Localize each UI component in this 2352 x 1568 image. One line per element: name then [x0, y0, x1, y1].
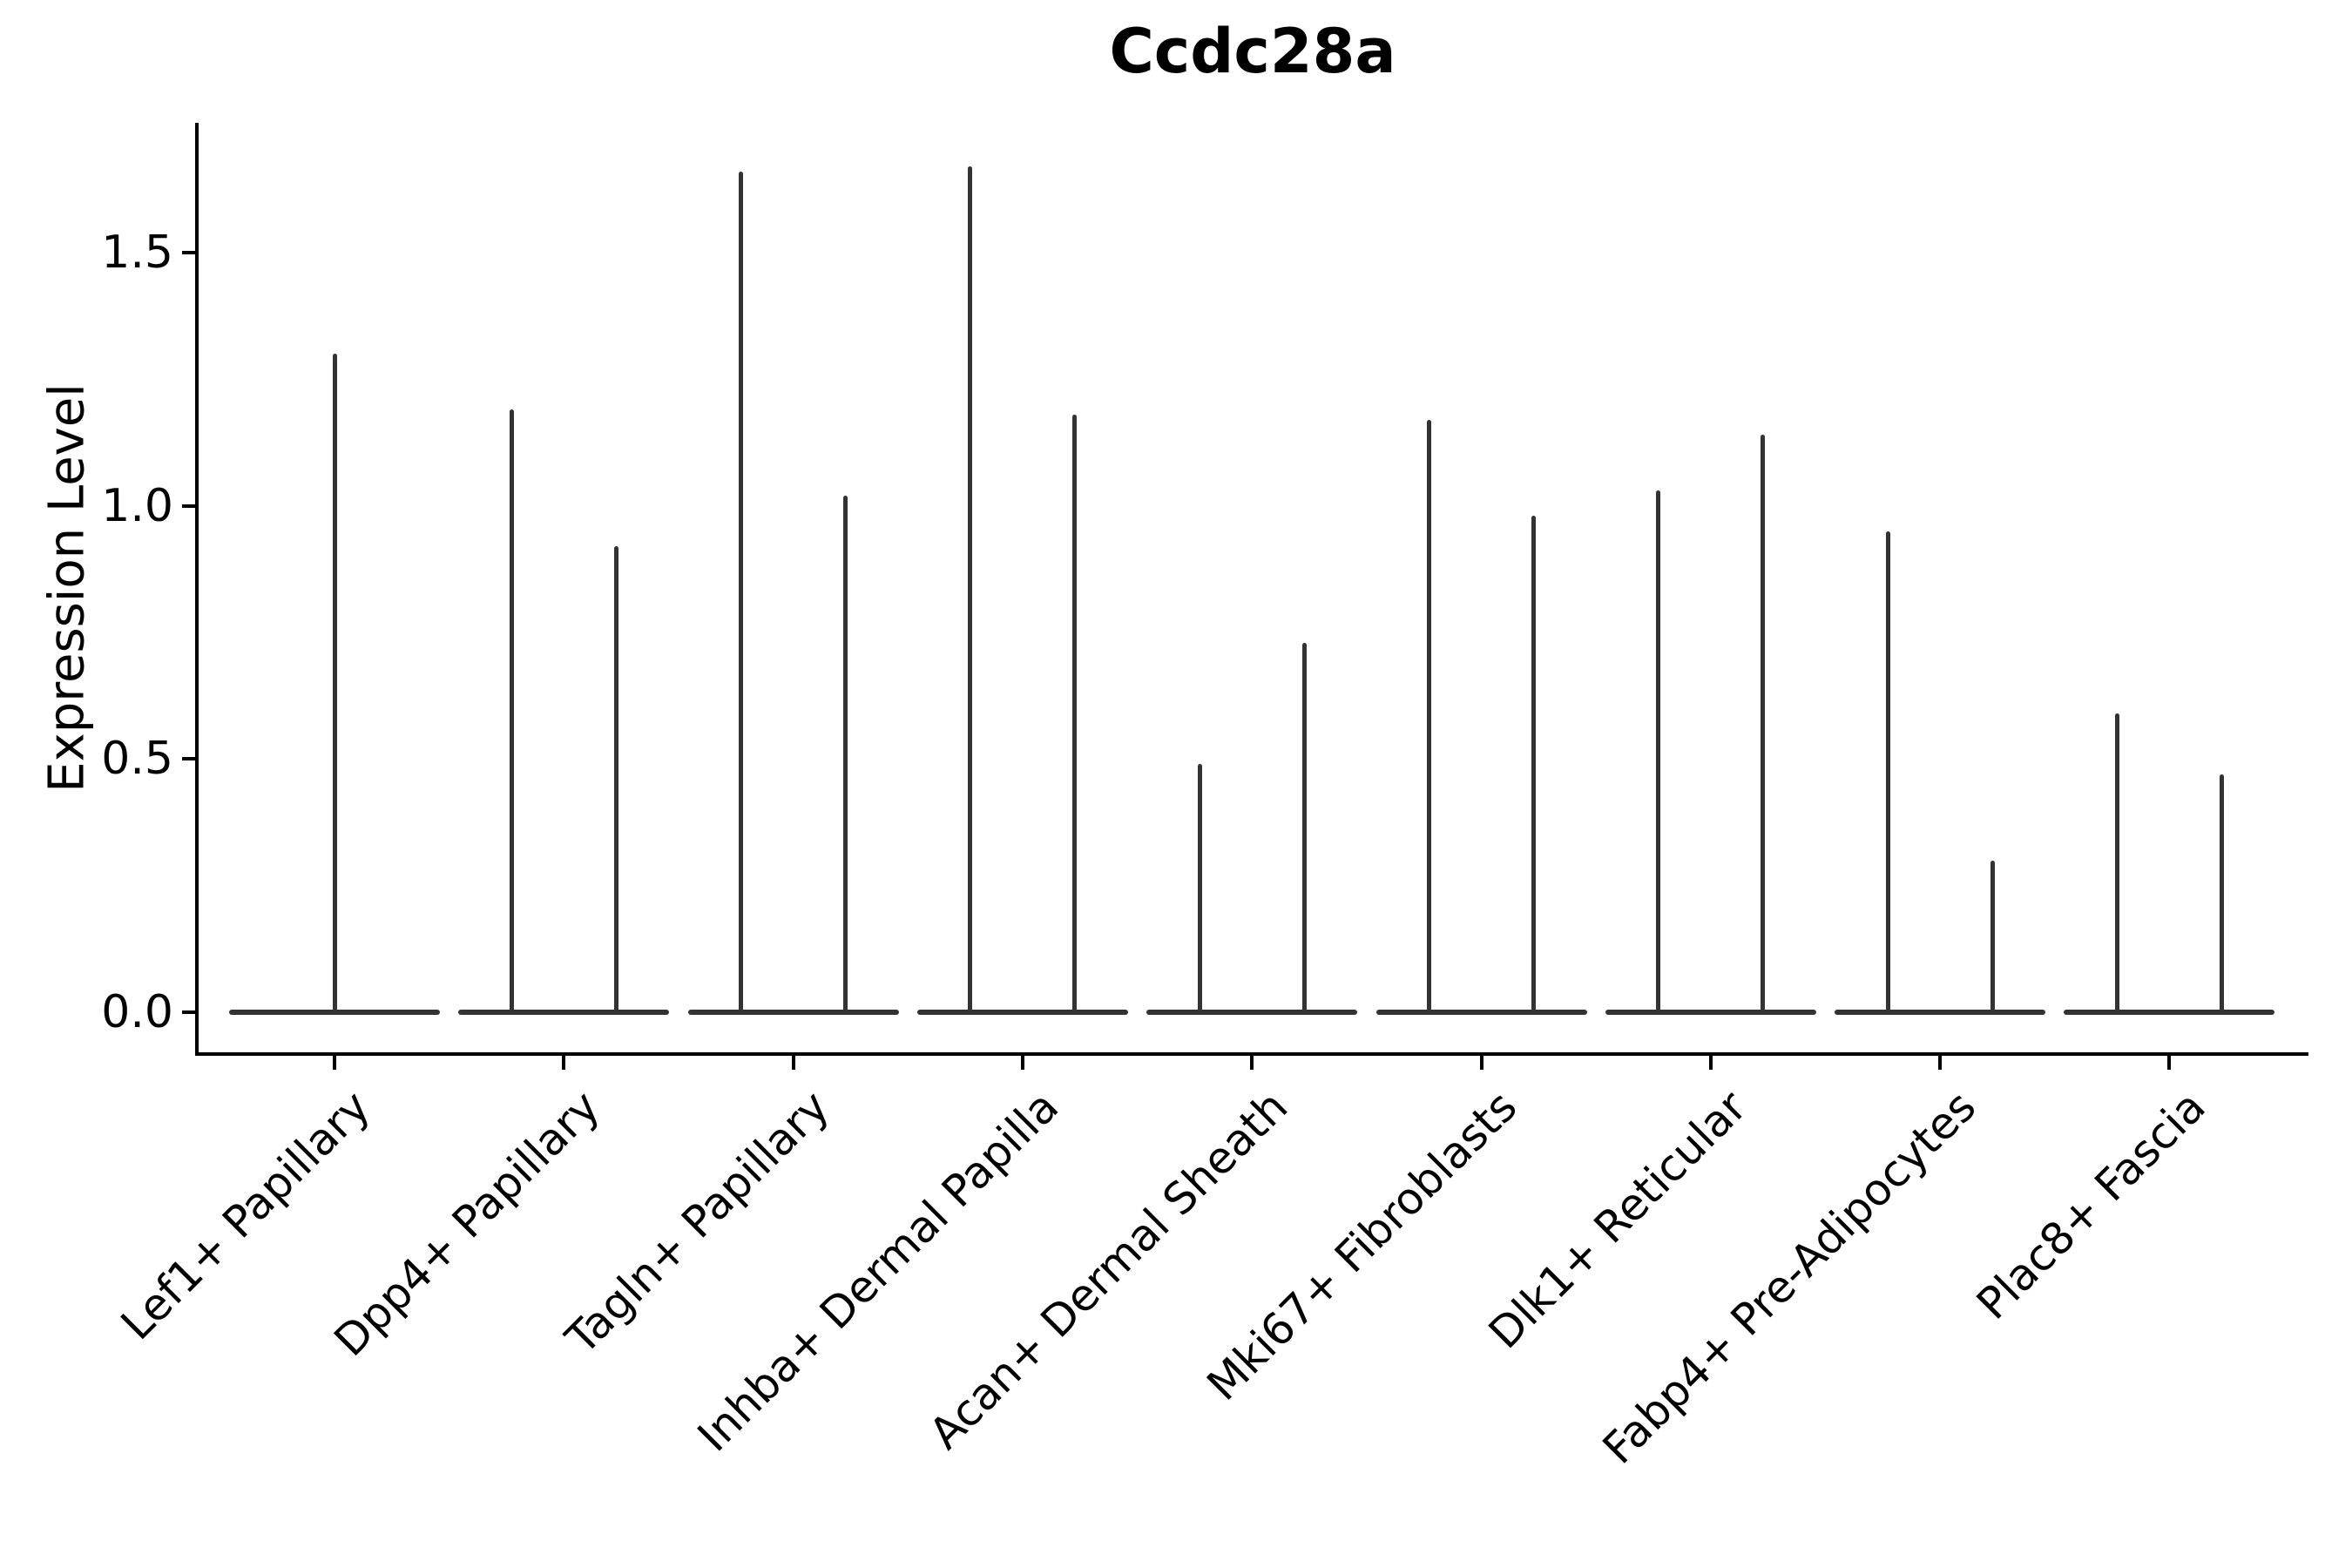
violin-spike — [1301, 642, 1307, 1014]
violin-base — [1835, 1010, 2046, 1015]
x-tick-mark — [1708, 1052, 1713, 1070]
violin-spike — [509, 409, 514, 1014]
y-tick-mark — [182, 1010, 195, 1014]
x-tick-mark — [2167, 1052, 2172, 1070]
x-tick-mark — [1250, 1052, 1254, 1070]
violin-base — [1146, 1010, 1358, 1015]
violin-spike — [1072, 415, 1078, 1014]
y-tick-label: 0.5 — [101, 733, 173, 786]
violin-base — [2064, 1010, 2275, 1015]
violin-spike — [2219, 774, 2224, 1014]
violin-spike — [1427, 419, 1431, 1014]
chart-title: Ccdc28a — [1109, 16, 1396, 87]
violin-spike — [613, 546, 618, 1014]
x-tick-label: Lef1+ Papillary — [112, 1081, 381, 1350]
violin-base — [1375, 1010, 1587, 1015]
y-tick-mark — [182, 251, 195, 255]
violin-base — [916, 1010, 1128, 1015]
violin-base — [687, 1010, 899, 1015]
violin-spike — [968, 166, 973, 1014]
violin-spike — [1656, 490, 1661, 1014]
x-tick-mark — [1938, 1052, 1943, 1070]
y-axis-label: Expression Level — [38, 383, 96, 793]
x-tick-label: Dlk1+ Reticular — [1478, 1081, 1756, 1359]
y-tick-label: 1.0 — [101, 479, 173, 532]
violin-spike — [1990, 860, 1995, 1014]
x-tick-label: Fabp4+ Pre-Adipocytes — [1592, 1081, 1986, 1474]
violin-spike — [1885, 531, 1890, 1014]
violin-spike — [1761, 435, 1766, 1014]
x-tick-mark — [333, 1052, 336, 1070]
y-tick-mark — [182, 757, 195, 761]
y-axis-spine — [195, 123, 199, 1054]
y-tick-label: 1.5 — [101, 226, 173, 280]
x-tick-label: Plac8+ Fascia — [1966, 1081, 2215, 1329]
violin-base — [458, 1010, 670, 1015]
y-tick-mark — [182, 504, 195, 508]
violin-spike — [2114, 713, 2119, 1014]
violin-spike — [1531, 516, 1536, 1014]
x-tick-mark — [791, 1052, 795, 1070]
violin-spike — [1197, 764, 1202, 1014]
violin-spike — [332, 354, 337, 1014]
violin-spike — [843, 496, 848, 1014]
y-tick-label: 0.0 — [101, 986, 173, 1038]
violin-base — [1605, 1010, 1816, 1015]
x-tick-mark — [562, 1052, 566, 1070]
violin-spike — [739, 172, 744, 1014]
x-tick-mark — [1020, 1052, 1024, 1070]
x-tick-mark — [1479, 1052, 1484, 1070]
